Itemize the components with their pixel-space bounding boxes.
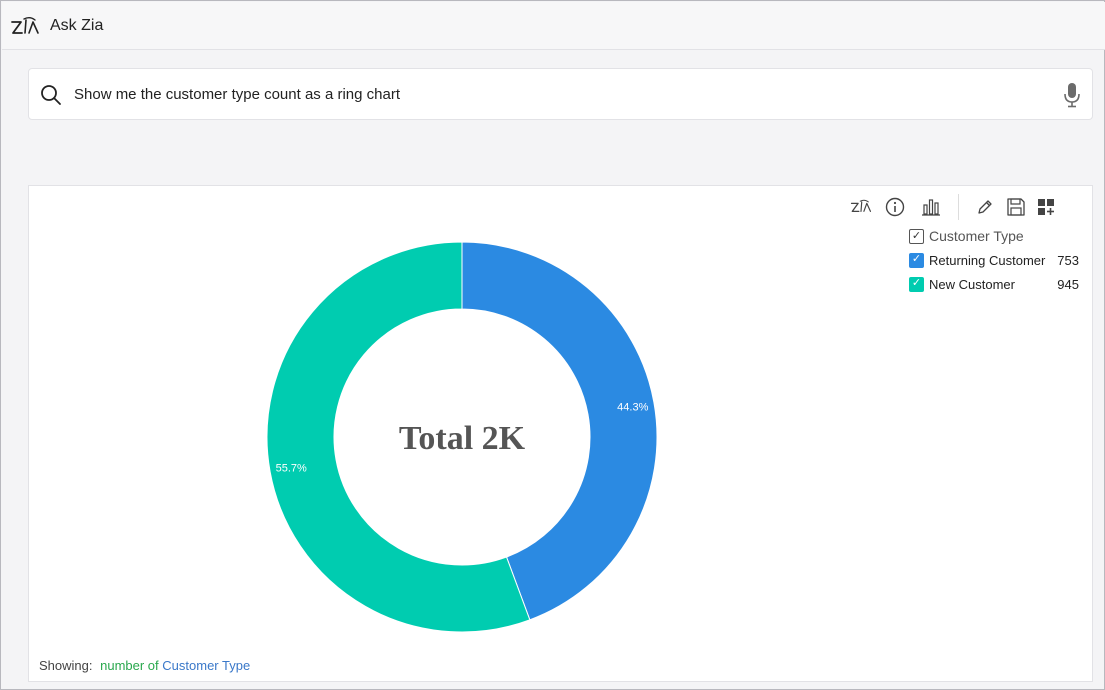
chart-toolbar <box>850 194 1080 220</box>
legend-title: Customer Type <box>929 228 1024 244</box>
measure-link[interactable]: number of <box>100 658 159 673</box>
ring-center-label: Total 2K <box>399 420 526 457</box>
ring-slice-returning-customer[interactable] <box>461 241 658 621</box>
chart-type-button[interactable] <box>920 196 942 218</box>
legend-checkbox-returning-customer[interactable]: ✓ <box>909 253 924 268</box>
info-icon <box>885 197 905 217</box>
legend-label: New Customer <box>929 277 1015 292</box>
info-button[interactable] <box>884 196 906 218</box>
top-bar: Ask Zia <box>2 2 1105 50</box>
legend-value: 753 <box>1057 253 1079 268</box>
legend-value: 945 <box>1057 277 1079 292</box>
zia-icon <box>850 199 872 213</box>
ask-zia-search-bar[interactable] <box>28 68 1093 120</box>
toolbar-separator <box>958 194 959 220</box>
chart-panel: 44.3% 55.7% Total 2K <box>28 185 1093 682</box>
save-button[interactable] <box>1005 196 1027 218</box>
dimension-link[interactable]: Customer Type <box>162 658 251 673</box>
chart-type-icon <box>922 199 940 216</box>
showing-label: Showing: <box>39 658 93 673</box>
edit-icon <box>978 200 992 214</box>
add-to-dashboard-button[interactable] <box>1035 196 1057 218</box>
slice-percent-label: 55.7% <box>276 463 307 475</box>
ring-slice-new-customer[interactable] <box>266 241 531 633</box>
microphone-icon[interactable] <box>1064 82 1080 108</box>
add-to-dashboard-icon <box>1038 199 1054 215</box>
slice-percent-label: 44.3% <box>617 401 648 413</box>
ring-chart: 44.3% 55.7% Total 2K <box>266 241 658 633</box>
legend-checkbox-new-customer[interactable]: ✓ <box>909 277 924 292</box>
legend-item-new-customer[interactable]: ✓ New Customer 945 <box>909 274 1084 298</box>
legend-item-returning-customer[interactable]: ✓ Returning Customer 753 <box>909 250 1084 274</box>
save-icon <box>1007 198 1025 216</box>
zia-insights-button[interactable] <box>850 196 872 218</box>
legend-header[interactable]: ✓ Customer Type <box>909 226 1084 250</box>
chart-legend: ✓ Customer Type ✓ Returning Customer 753… <box>909 226 1084 298</box>
zia-logo-icon <box>11 17 39 34</box>
search-input[interactable] <box>74 86 1034 103</box>
legend-label: Returning Customer <box>929 253 1046 268</box>
page-title: Ask Zia <box>50 17 104 34</box>
showing-summary: Showing: number of Customer Type <box>39 658 250 673</box>
search-icon <box>41 85 61 105</box>
edit-button[interactable] <box>974 196 996 218</box>
legend-select-all-checkbox[interactable]: ✓ <box>909 229 924 244</box>
